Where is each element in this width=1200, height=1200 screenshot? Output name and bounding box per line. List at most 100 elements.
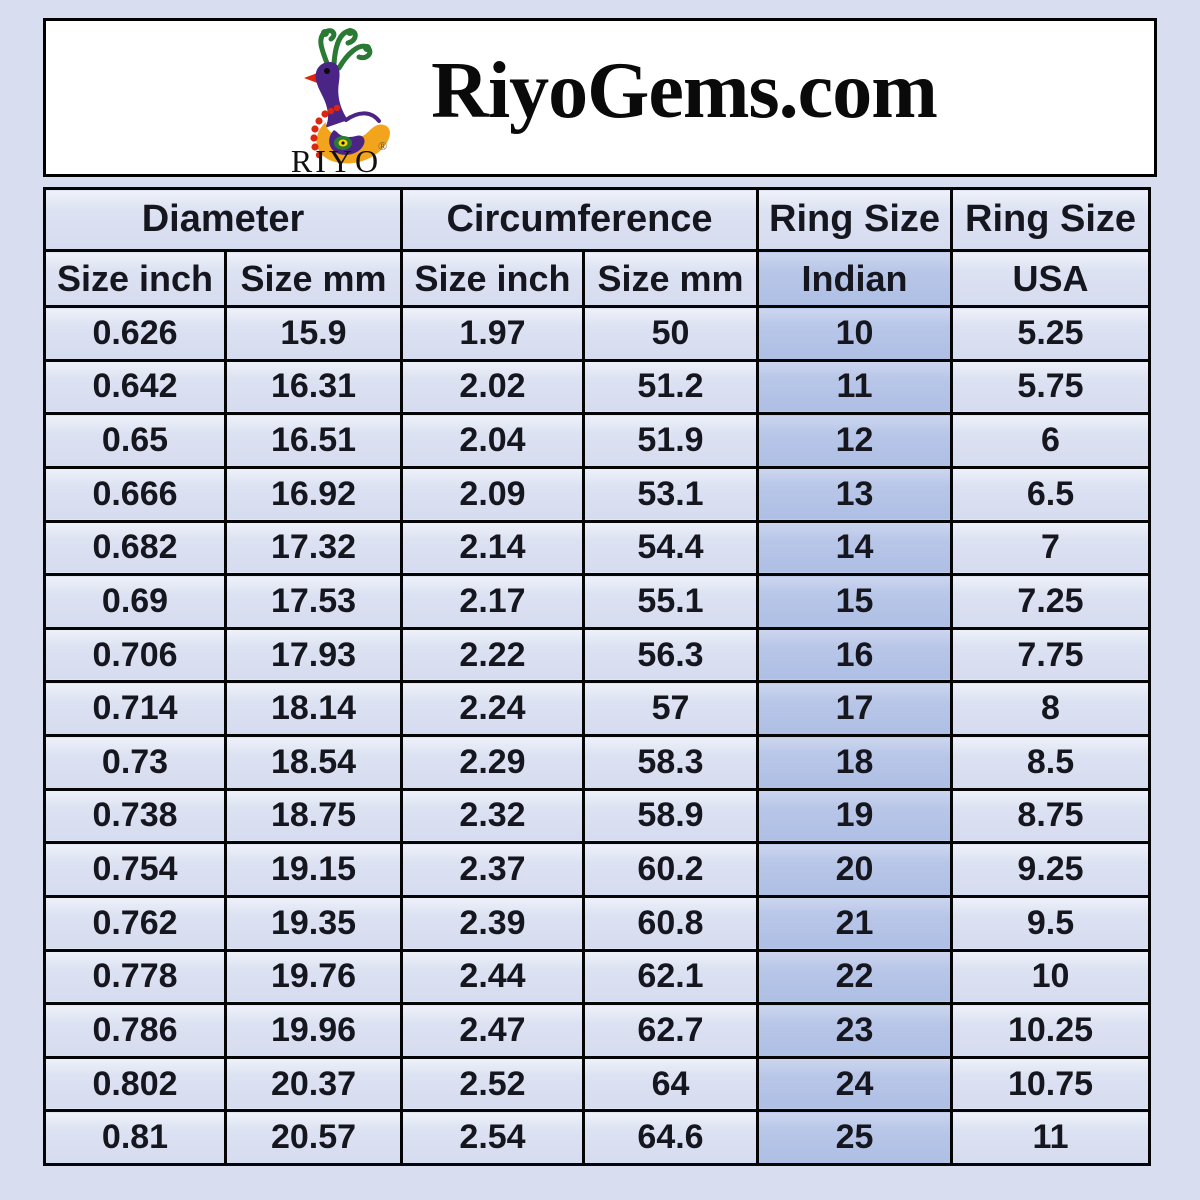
table-cell: 20: [756, 841, 954, 898]
table-row: 0.682 17.32 2.14 54.4 14 7: [43, 519, 1152, 577]
table-cell: 2.44: [400, 948, 586, 1006]
table-cell: 7.75: [950, 626, 1152, 684]
table-cell: 17.32: [223, 519, 404, 577]
table-row: 0.714 18.14 2.24 57 17 8: [43, 680, 1152, 737]
table-row: 0.81 20.57 2.54 64.6 25 11: [43, 1109, 1152, 1166]
registered-mark: ®: [378, 139, 387, 153]
table-cell: 6.5: [950, 465, 1152, 523]
column-header-usa: USA: [950, 249, 1152, 308]
table-cell: 0.65: [43, 412, 227, 469]
column-header-diameter-mm: Size mm: [223, 249, 404, 308]
table-cell: 2.14: [400, 519, 586, 577]
table-cell: 58.9: [582, 787, 760, 845]
table-cell: 17.93: [223, 626, 404, 684]
table-cell: 0.738: [43, 787, 227, 845]
table-cell: 0.786: [43, 1002, 227, 1059]
logo-brand-text: RIYO: [291, 143, 381, 174]
table-cell: 19.76: [223, 948, 404, 1006]
table-cell: 2.47: [400, 1002, 586, 1059]
table-row: 0.754 19.15 2.37 60.2 20 9.25: [43, 841, 1152, 898]
column-header-indian: Indian: [756, 249, 954, 308]
table-cell: 57: [582, 680, 760, 737]
table-cell: 20.57: [223, 1109, 404, 1166]
table-cell: 10: [950, 948, 1152, 1006]
table-cell: 25: [756, 1109, 954, 1166]
table-cell: 9.25: [950, 841, 1152, 898]
column-group-circumference: Circumference: [400, 187, 760, 252]
table-cell: 12: [756, 412, 954, 469]
table-row: 0.706 17.93 2.22 56.3 16 7.75: [43, 626, 1152, 684]
table-cell: 0.706: [43, 626, 227, 684]
table-cell: 2.32: [400, 787, 586, 845]
table-cell: 0.626: [43, 305, 227, 362]
table-cell: 17: [756, 680, 954, 737]
table-cell: 10.75: [950, 1055, 1152, 1113]
table-cell: 10: [756, 305, 954, 362]
riyo-peacock-logo-icon: RIYO ®: [291, 27, 391, 174]
table-cell: 51.9: [582, 412, 760, 469]
table-cell: 50: [582, 305, 760, 362]
table-body: 0.626 15.9 1.97 50 10 5.25 0.642 16.31 2.02 51.2 1…: [43, 305, 1152, 1166]
table-cell: 2.24: [400, 680, 586, 737]
table-row: 0.738 18.75 2.32 58.9 19 8.75: [43, 787, 1152, 845]
table-cell: 9.5: [950, 894, 1152, 952]
table-cell: 0.69: [43, 573, 227, 630]
table-cell: 8.75: [950, 787, 1152, 845]
table-cell: 8.5: [950, 734, 1152, 791]
table-cell: 15: [756, 573, 954, 630]
table-cell: 16.92: [223, 465, 404, 523]
table-cell: 16.51: [223, 412, 404, 469]
table-cell: 51.2: [582, 358, 760, 416]
table-cell: 2.04: [400, 412, 586, 469]
table-cell: 8: [950, 680, 1152, 737]
table-cell: 19.96: [223, 1002, 404, 1059]
table-cell: 0.778: [43, 948, 227, 1006]
table-cell: 53.1: [582, 465, 760, 523]
table-cell: 22: [756, 948, 954, 1006]
table-cell: 13: [756, 465, 954, 523]
header-banner: RIYO ® RiyoGems.com: [43, 18, 1157, 177]
table-row: 0.642 16.31 2.02 51.2 11 5.75: [43, 358, 1152, 416]
table-cell: 6: [950, 412, 1152, 469]
table-cell: 2.39: [400, 894, 586, 952]
table-cell: 0.666: [43, 465, 227, 523]
table-cell: 18.54: [223, 734, 404, 791]
table-row: 0.666 16.92 2.09 53.1 13 6.5: [43, 465, 1152, 523]
table-cell: 2.29: [400, 734, 586, 791]
table-cell: 18.75: [223, 787, 404, 845]
table-cell: 0.802: [43, 1055, 227, 1113]
table-row: 0.802 20.37 2.52 64 24 10.75: [43, 1055, 1152, 1113]
table-cell: 2.52: [400, 1055, 586, 1113]
table-cell: 20.37: [223, 1055, 404, 1113]
table-row: 0.786 19.96 2.47 62.7 23 10.25: [43, 1002, 1152, 1059]
table-cell: 62.7: [582, 1002, 760, 1059]
table-cell: 5.75: [950, 358, 1152, 416]
column-group-ring-size-usa: Ring Size: [950, 187, 1152, 252]
table-cell: 19.35: [223, 894, 404, 952]
table-cell: 16.31: [223, 358, 404, 416]
table-cell: 2.02: [400, 358, 586, 416]
table-cell: 2.22: [400, 626, 586, 684]
table-cell: 10.25: [950, 1002, 1152, 1059]
table-group-header-row: Diameter Circumference Ring Size Ring Si…: [42, 187, 1152, 252]
table-cell: 55.1: [582, 573, 760, 630]
column-header-diameter-inch: Size inch: [43, 249, 227, 308]
table-cell: 5.25: [950, 305, 1152, 362]
table-cell: 1.97: [400, 305, 586, 362]
table-row: 0.73 18.54 2.29 58.3 18 8.5: [43, 734, 1152, 791]
table-cell: 24: [756, 1055, 954, 1113]
table-cell: 2.09: [400, 465, 586, 523]
table-cell: 0.642: [43, 358, 227, 416]
table-cell: 17.53: [223, 573, 404, 630]
table-cell: 0.762: [43, 894, 227, 952]
table-cell: 54.4: [582, 519, 760, 577]
table-row: 0.69 17.53 2.17 55.1 15 7.25: [43, 573, 1152, 630]
table-cell: 15.9: [223, 305, 404, 362]
table-row: 0.778 19.76 2.44 62.1 22 10: [43, 948, 1152, 1006]
table-cell: 19: [756, 787, 954, 845]
ring-size-table: Diameter Circumference Ring Size Ring Si…: [42, 187, 1152, 1166]
column-group-ring-size-indian: Ring Size: [756, 187, 954, 252]
table-sub-header-row: Size inch Size mm Size inch Size mm Indi…: [43, 249, 1152, 308]
column-group-diameter: Diameter: [42, 187, 404, 252]
table-cell: 2.54: [400, 1109, 586, 1166]
